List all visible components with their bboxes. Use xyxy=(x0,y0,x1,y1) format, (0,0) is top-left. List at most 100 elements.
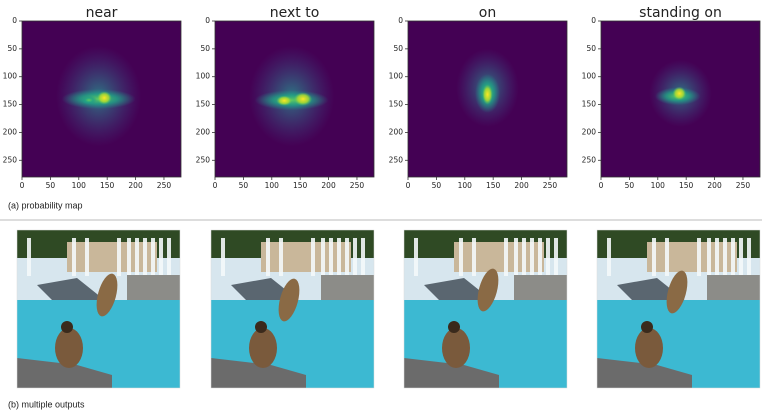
x-tick-label: 100 xyxy=(72,181,87,190)
photo-fountain xyxy=(311,238,315,276)
y-tick-label: 50 xyxy=(200,44,210,53)
photo-fountain xyxy=(652,238,656,276)
photo-fountain xyxy=(739,238,743,276)
x-tick-label: 250 xyxy=(736,181,751,190)
photo-fountain xyxy=(514,238,518,276)
x-tick-label: 200 xyxy=(707,181,722,190)
photo-fountain xyxy=(27,238,31,276)
x-tick-label: 250 xyxy=(157,181,172,190)
caption-a: (a) probability map xyxy=(8,200,83,210)
x-tick-label: 0 xyxy=(213,181,218,190)
photo-fountain xyxy=(353,238,357,276)
photo-fountain xyxy=(459,238,463,276)
x-tick-label: 0 xyxy=(406,181,411,190)
y-tick-label: 150 xyxy=(582,100,597,109)
photo-fountain xyxy=(504,238,508,276)
photo-fountain xyxy=(723,238,727,276)
photo-fountain xyxy=(221,238,225,276)
x-tick-label: 50 xyxy=(432,181,442,190)
photo-fountain xyxy=(279,238,283,276)
x-tick-label: 0 xyxy=(20,181,25,190)
duck-head xyxy=(641,321,653,333)
figure: (a) probability map (b) multiple outputs… xyxy=(0,0,762,414)
y-tick-label: 0 xyxy=(591,16,596,25)
photo-fountain xyxy=(167,238,171,276)
x-tick-label: 150 xyxy=(679,181,694,190)
x-tick-label: 50 xyxy=(239,181,249,190)
y-tick-label: 150 xyxy=(389,100,404,109)
y-tick-label: 100 xyxy=(582,72,597,81)
y-tick-label: 200 xyxy=(3,127,18,136)
y-tick-label: 200 xyxy=(196,127,211,136)
y-tick-label: 0 xyxy=(398,16,403,25)
y-tick-label: 150 xyxy=(196,100,211,109)
photo-fountain xyxy=(538,238,542,276)
y-tick-label: 0 xyxy=(12,16,17,25)
duck-body xyxy=(249,328,277,368)
x-tick-label: 250 xyxy=(350,181,365,190)
y-tick-label: 50 xyxy=(586,44,596,53)
photo-fountain xyxy=(522,238,526,276)
photo-fountain xyxy=(697,238,701,276)
photo xyxy=(17,230,180,388)
heatmap xyxy=(215,21,374,177)
x-tick-label: 150 xyxy=(293,181,308,190)
duck-head xyxy=(61,321,73,333)
y-tick-label: 100 xyxy=(389,72,404,81)
photo-fountain xyxy=(127,238,131,276)
photo-fountain xyxy=(117,238,121,276)
x-tick-label: 250 xyxy=(543,181,558,190)
duck-body xyxy=(55,328,83,368)
y-tick-label: 100 xyxy=(3,72,18,81)
photo-fountain xyxy=(345,238,349,276)
heat-blob xyxy=(673,87,687,100)
photo-fountain xyxy=(321,238,325,276)
x-tick-label: 50 xyxy=(625,181,635,190)
photo-fountain xyxy=(546,238,550,276)
y-tick-label: 100 xyxy=(196,72,211,81)
photo-fountain xyxy=(607,238,611,276)
x-tick-label: 200 xyxy=(128,181,143,190)
x-tick-label: 100 xyxy=(265,181,280,190)
heat-blob xyxy=(81,96,97,105)
photo-fountain xyxy=(159,238,163,276)
heatmap xyxy=(22,21,181,177)
photo-fountain xyxy=(151,238,155,276)
duck-head xyxy=(448,321,460,333)
photo-fountain xyxy=(72,238,76,276)
x-tick-label: 150 xyxy=(486,181,501,190)
photo-fountain xyxy=(85,238,89,276)
x-tick-label: 100 xyxy=(651,181,666,190)
photo-fountain xyxy=(731,238,735,276)
y-tick-label: 50 xyxy=(7,44,17,53)
panel-title: near xyxy=(86,5,118,21)
photo-fountain xyxy=(747,238,751,276)
y-tick-label: 200 xyxy=(389,127,404,136)
panel-title: next to xyxy=(270,5,320,21)
photo xyxy=(404,230,567,388)
y-tick-label: 250 xyxy=(3,155,18,164)
y-tick-label: 250 xyxy=(582,155,597,164)
y-tick-label: 0 xyxy=(205,16,210,25)
y-tick-label: 50 xyxy=(393,44,403,53)
photo-fountain xyxy=(135,238,139,276)
x-tick-label: 150 xyxy=(100,181,115,190)
heat-blob xyxy=(276,96,292,106)
photo-fountain xyxy=(530,238,534,276)
duck-body xyxy=(635,328,663,368)
photo-fountain xyxy=(707,238,711,276)
heat-blob xyxy=(482,85,492,105)
heat-blob xyxy=(97,91,112,104)
x-tick-label: 100 xyxy=(458,181,473,190)
x-tick-label: 200 xyxy=(514,181,529,190)
photo-fountain xyxy=(414,238,418,276)
photo-fountain xyxy=(337,238,341,276)
y-tick-label: 250 xyxy=(196,155,211,164)
y-tick-label: 200 xyxy=(582,127,597,136)
photo-fountain xyxy=(715,238,719,276)
duck-head xyxy=(255,321,267,333)
photo xyxy=(597,230,760,388)
photo-fountain xyxy=(329,238,333,276)
photo-fountain xyxy=(554,238,558,276)
duck-body xyxy=(442,328,470,368)
